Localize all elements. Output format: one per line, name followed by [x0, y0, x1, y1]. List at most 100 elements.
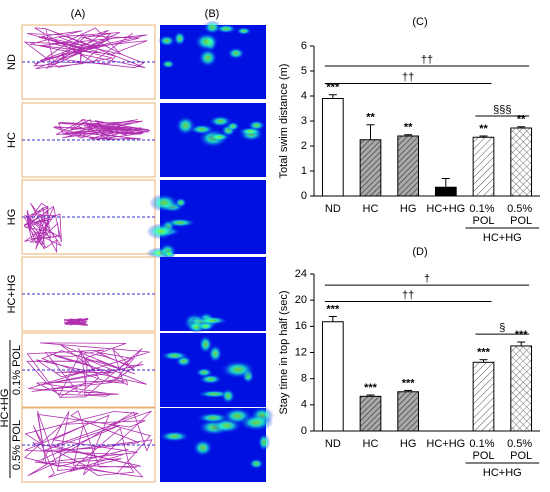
heat-blob — [161, 59, 176, 69]
bar — [321, 321, 344, 432]
heat-blob — [198, 374, 223, 385]
y-tick-label: 8 — [301, 373, 307, 385]
x-tick-label: HC — [363, 203, 379, 215]
row-label: 0.5% POL — [11, 420, 23, 470]
heat-blob — [198, 334, 213, 354]
bar — [359, 139, 382, 197]
row-label: HG — [6, 209, 18, 226]
trajectory — [63, 318, 89, 327]
y-axis-label: Stay time in top half (sec) — [278, 290, 290, 414]
heat-blob — [235, 27, 252, 36]
heat-blob — [149, 193, 180, 213]
panel-label: (A) — [71, 8, 86, 20]
panel-label: (D) — [412, 246, 427, 258]
heat-blob — [163, 249, 176, 259]
value-label: ** — [517, 114, 526, 126]
panel-label: (B) — [205, 8, 220, 20]
trajectory — [23, 202, 62, 254]
row-group-label: HC+HG — [0, 389, 11, 428]
heat-blob — [226, 47, 246, 60]
y-tick-label: 6 — [301, 40, 307, 52]
row-label: HC+HG — [6, 275, 18, 314]
y-tick-label: 5 — [301, 65, 307, 77]
heat-blob — [221, 388, 236, 404]
heat-blob — [194, 32, 220, 52]
y-tick-label: 20 — [295, 294, 307, 306]
trajectory — [23, 27, 148, 69]
x-tick-label: HC+HG — [426, 203, 465, 215]
y-tick-label: 1 — [301, 165, 307, 177]
heatmap — [160, 180, 266, 254]
value-label: ** — [366, 112, 375, 124]
bracket-label: §§§ — [493, 104, 511, 116]
heat-blob — [196, 412, 230, 424]
y-tick-label: 12 — [295, 346, 307, 358]
bracket-label: †† — [421, 54, 433, 66]
bar — [472, 361, 495, 432]
heat-blob — [237, 127, 263, 136]
y-tick-label: 2 — [301, 140, 307, 152]
heat-blob — [248, 458, 265, 470]
trajectory — [24, 410, 153, 478]
y-tick-label: 24 — [295, 268, 307, 280]
bar — [321, 98, 344, 197]
bar — [510, 127, 533, 197]
x-tick-label: 0.1% POL — [469, 438, 497, 462]
value-label: *** — [364, 382, 378, 394]
heat-blob — [220, 360, 256, 379]
heat-blob — [160, 350, 189, 361]
x-tick-label: 0.5% POL — [507, 438, 535, 462]
value-label: ** — [479, 123, 488, 135]
heat-blob — [174, 197, 188, 208]
panel-label: (C) — [412, 16, 427, 28]
value-label: *** — [326, 82, 340, 94]
bar — [434, 186, 457, 197]
bar — [510, 345, 533, 432]
heat-blob — [208, 115, 233, 128]
heat-blob — [257, 433, 271, 452]
x-tick-label: ND — [325, 203, 341, 215]
heat-blob — [173, 30, 187, 47]
bar — [397, 135, 420, 197]
group-label: HC+HG — [483, 467, 522, 479]
x-tick-label: ND — [325, 438, 341, 450]
x-tick-label: HC+HG — [426, 438, 465, 450]
bar — [397, 391, 420, 432]
row-label: ND — [6, 54, 18, 70]
value-label: *** — [326, 303, 340, 315]
bracket-label: † — [424, 273, 430, 285]
heat-blob — [197, 48, 218, 68]
y-tick-label: 16 — [295, 320, 307, 332]
y-axis-label: Total swim distance (m) — [278, 64, 290, 179]
trajectory — [53, 119, 151, 141]
row-label: HC — [6, 132, 18, 148]
heat-blob — [239, 414, 274, 432]
heat-blob — [196, 316, 229, 325]
heat-blob — [158, 430, 190, 443]
heat-blob — [146, 223, 176, 240]
y-tick-label: 0 — [301, 425, 307, 437]
x-tick-label: HG — [400, 438, 417, 450]
y-tick-label: 4 — [301, 399, 307, 411]
heat-blob — [158, 35, 176, 47]
bar — [359, 395, 382, 432]
value-label: *** — [515, 329, 529, 341]
group-label: HC+HG — [483, 232, 522, 244]
row-label: 0.1% POL — [11, 345, 23, 395]
bracket-label: †† — [402, 289, 414, 301]
value-label: *** — [402, 377, 416, 389]
bracket-label: †† — [402, 71, 414, 83]
x-tick-label: HG — [400, 203, 417, 215]
bracket-label: § — [499, 322, 505, 334]
heat-blob — [208, 132, 231, 142]
value-label: *** — [477, 347, 491, 359]
trajectory — [26, 342, 150, 398]
y-tick-label: 3 — [301, 115, 307, 127]
heat-blob — [215, 24, 237, 34]
bar — [472, 136, 495, 197]
x-tick-label: 0.1% POL — [469, 203, 497, 227]
heat-blob — [192, 438, 214, 457]
x-tick-label: HC — [363, 438, 379, 450]
